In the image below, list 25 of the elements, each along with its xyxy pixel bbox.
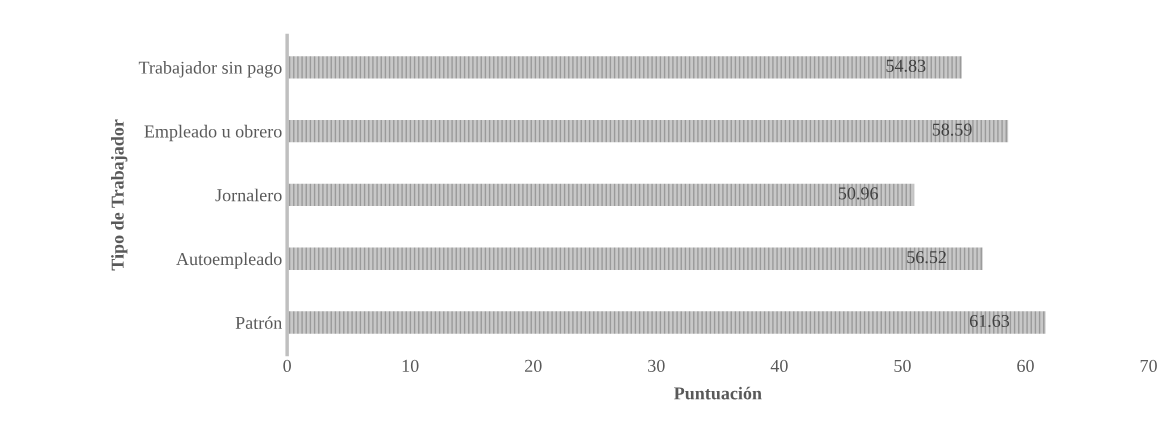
data-label: 58.59: [932, 123, 972, 136]
data-label: 56.52: [907, 251, 946, 264]
y-axis-title: Tipo de Trabajador: [111, 119, 128, 271]
bar: [287, 247, 983, 270]
y-tick-label: Jornalero: [215, 188, 282, 202]
bar: [287, 56, 962, 79]
x-tick-label: 30: [648, 359, 665, 372]
x-tick-label: 70: [1140, 359, 1157, 372]
x-tick-label: 40: [770, 359, 788, 372]
x-tick-label: 60: [1017, 359, 1034, 372]
x-axis-title: Puntuación: [674, 386, 762, 400]
data-label: 61.63: [969, 314, 1010, 328]
x-tick-label: 20: [525, 359, 542, 372]
x-tick-label: 50: [894, 359, 911, 372]
bar: [287, 183, 915, 207]
y-tick-label: Trabajador sin pago: [138, 61, 282, 78]
x-tick-label: 10: [402, 359, 419, 372]
bar: [287, 119, 1009, 143]
y-tick-label: Empleado u obrero: [144, 124, 282, 142]
y-tick-label: Autoempleado: [176, 252, 282, 269]
y-tick-label: Patrón: [235, 316, 283, 329]
x-tick-label: 0: [283, 359, 291, 372]
bar: [287, 311, 1046, 334]
data-label: 50.96: [838, 187, 878, 200]
data-label: 54.83: [886, 59, 926, 72]
